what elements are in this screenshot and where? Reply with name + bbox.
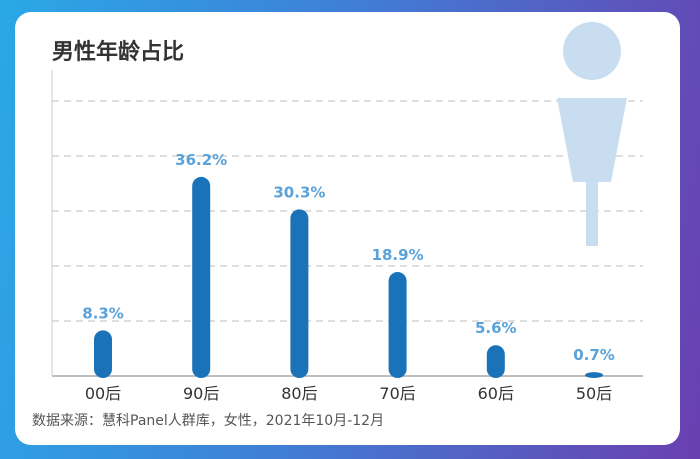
bar-3 bbox=[388, 272, 407, 378]
bar-value-label: 36.2% bbox=[175, 151, 227, 169]
bar-5 bbox=[585, 372, 603, 378]
x-tick-label: 60后 bbox=[478, 384, 514, 403]
gridlines bbox=[52, 100, 643, 322]
source-note: 数据来源：慧科Panel人群库，女性，2021年10月-12月 bbox=[32, 413, 385, 429]
brand-logo: 21世纪经济报道 21ST CENTURY BUSINESS HERALD bbox=[507, 410, 674, 441]
x-tick-labels: 00后 90后 80后 70后 60后 50后 bbox=[85, 384, 612, 403]
chart-card bbox=[15, 12, 680, 445]
bar-1 bbox=[192, 176, 211, 378]
x-tick-label: 80后 bbox=[281, 384, 317, 403]
x-tick-label: 50后 bbox=[576, 384, 612, 403]
bars bbox=[94, 176, 603, 378]
bar-4 bbox=[486, 345, 505, 378]
bar-value-label: 0.7% bbox=[573, 346, 615, 364]
bar-value-label: 30.3% bbox=[273, 183, 325, 201]
bar-0 bbox=[94, 330, 112, 378]
x-tick-label: 00后 bbox=[85, 384, 121, 403]
x-tick-label: 90后 bbox=[183, 384, 219, 403]
chart-title: 男性年龄占比 bbox=[52, 40, 185, 65]
bar-labels: 8.3% 36.2% 30.3% 18.9% 5.6% 0.7% bbox=[82, 151, 615, 364]
brand-sub: 21ST CENTURY BUSINESS HERALD bbox=[506, 432, 674, 441]
bar-value-label: 8.3% bbox=[82, 304, 124, 322]
brand-main: 21世纪经济报道 bbox=[518, 409, 674, 433]
x-tick-label: 70后 bbox=[379, 384, 415, 403]
bar-value-label: 5.6% bbox=[475, 319, 517, 337]
bar-value-label: 18.9% bbox=[372, 246, 424, 264]
bar-2 bbox=[290, 209, 309, 378]
person-icon bbox=[557, 22, 627, 246]
